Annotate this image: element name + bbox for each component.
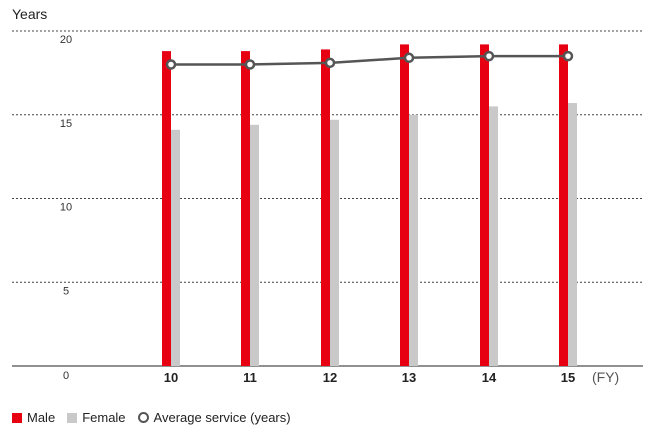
female-swatch-icon [67, 412, 78, 423]
average-point [403, 52, 415, 64]
y-tick-label: 10 [60, 202, 72, 214]
average-point [324, 57, 336, 69]
legend: Male Female Average service (years) [12, 410, 303, 425]
bar-male [241, 51, 250, 366]
x-tick-label: 13 [402, 370, 416, 385]
legend-label-male: Male [27, 410, 56, 425]
average-line-path [171, 54, 568, 66]
y-tick-label: 5 [63, 285, 69, 297]
x-tick-label: 11 [243, 370, 257, 385]
legend-item-female: Female [67, 410, 126, 425]
y-axis-title: Years [12, 6, 47, 22]
x-tick-labels: 10 11 12 13 14 15 [164, 370, 575, 385]
bar-female [409, 114, 418, 366]
bars [162, 44, 577, 367]
y-tick-label: 20 [60, 34, 72, 46]
bar-male [162, 51, 171, 366]
legend-label-average: Average service (years) [153, 410, 291, 425]
average-point [562, 50, 574, 62]
average-point [244, 59, 256, 70]
bar-male [480, 44, 489, 367]
average-point [483, 50, 495, 62]
bar-female [489, 106, 498, 366]
x-tick-label: 12 [323, 370, 337, 385]
average-line [165, 50, 574, 70]
x-tick-label: 10 [164, 370, 178, 385]
legend-item-average: Average service (years) [137, 410, 291, 425]
x-tick-label: 14 [482, 370, 497, 385]
male-swatch-icon [12, 412, 22, 423]
y-tick-label: 0 [63, 370, 69, 382]
bar-male [400, 44, 409, 367]
bar-male [321, 49, 330, 367]
y-tick-label: 15 [60, 118, 72, 130]
x-axis-unit: (FY) [592, 369, 619, 385]
bar-female [250, 124, 259, 366]
legend-item-male: Male [12, 410, 55, 425]
x-tick-label: 15 [561, 370, 575, 385]
bar-male [559, 44, 568, 367]
average-marker-icon [137, 412, 149, 423]
legend-label-female: Female [82, 410, 126, 425]
y-tick-labels: 0 5 10 15 20 [60, 34, 72, 382]
bar-female [568, 103, 577, 367]
average-point [165, 59, 177, 70]
bar-female [171, 129, 180, 366]
bar-female [330, 119, 339, 367]
